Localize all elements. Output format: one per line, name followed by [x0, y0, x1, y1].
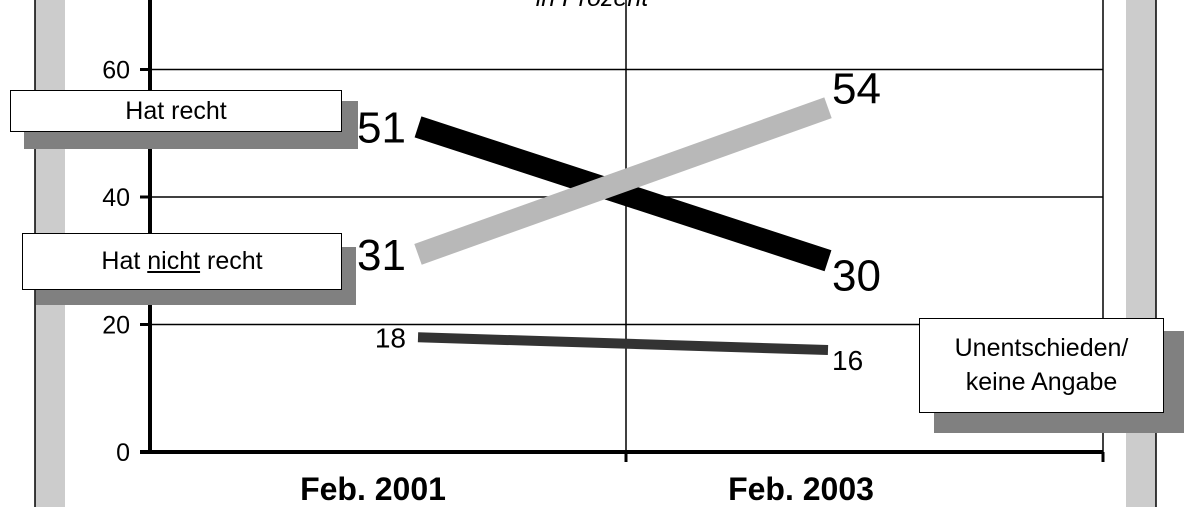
- chart-subtitle: in Prozent: [536, 0, 650, 12]
- series-line-2: [414, 97, 832, 265]
- y-tick-label-40: 40: [102, 184, 130, 212]
- y-tick-label-0: 0: [116, 439, 130, 467]
- legend-undecided-line2: keine Angabe: [965, 368, 1118, 396]
- data-label-s1-end: 30: [832, 252, 881, 301]
- data-label-s1-start: 51: [357, 104, 406, 153]
- x-category-label-0: Feb. 2001: [300, 471, 446, 507]
- legend-nicht-prefix: Hat: [101, 247, 148, 275]
- legend-nicht-emphasis: nicht: [147, 247, 201, 275]
- series-line-1: [414, 116, 832, 272]
- data-label-s3-start: 18: [375, 322, 406, 353]
- data-label-s2-end: 54: [832, 65, 881, 114]
- axes: 0 20 40 60 Feb. 2001 Feb. 2003: [102, 0, 1105, 507]
- x-category-label-1: Feb. 2003: [728, 471, 874, 507]
- data-label-s3-end: 16: [832, 345, 863, 376]
- legend-undecided-line1: Unentschieden/: [954, 334, 1129, 362]
- data-labels: 51 30 31 54 18 16: [357, 65, 881, 376]
- legend-hat-recht-label: Hat recht: [125, 97, 227, 125]
- legend-undecided: Unentschieden/ keine Angabe: [919, 318, 1164, 413]
- legend-nicht-suffix: recht: [200, 247, 263, 275]
- y-tick-label-20: 20: [102, 312, 130, 340]
- legend-hat-recht: Hat recht: [10, 90, 342, 132]
- data-label-s2-start: 31: [357, 231, 406, 280]
- series-lines: [414, 97, 832, 355]
- y-tick-label-60: 60: [102, 57, 130, 85]
- series-line-3: [417, 332, 829, 355]
- legend-hat-nicht-recht: Hat nicht recht: [22, 233, 342, 290]
